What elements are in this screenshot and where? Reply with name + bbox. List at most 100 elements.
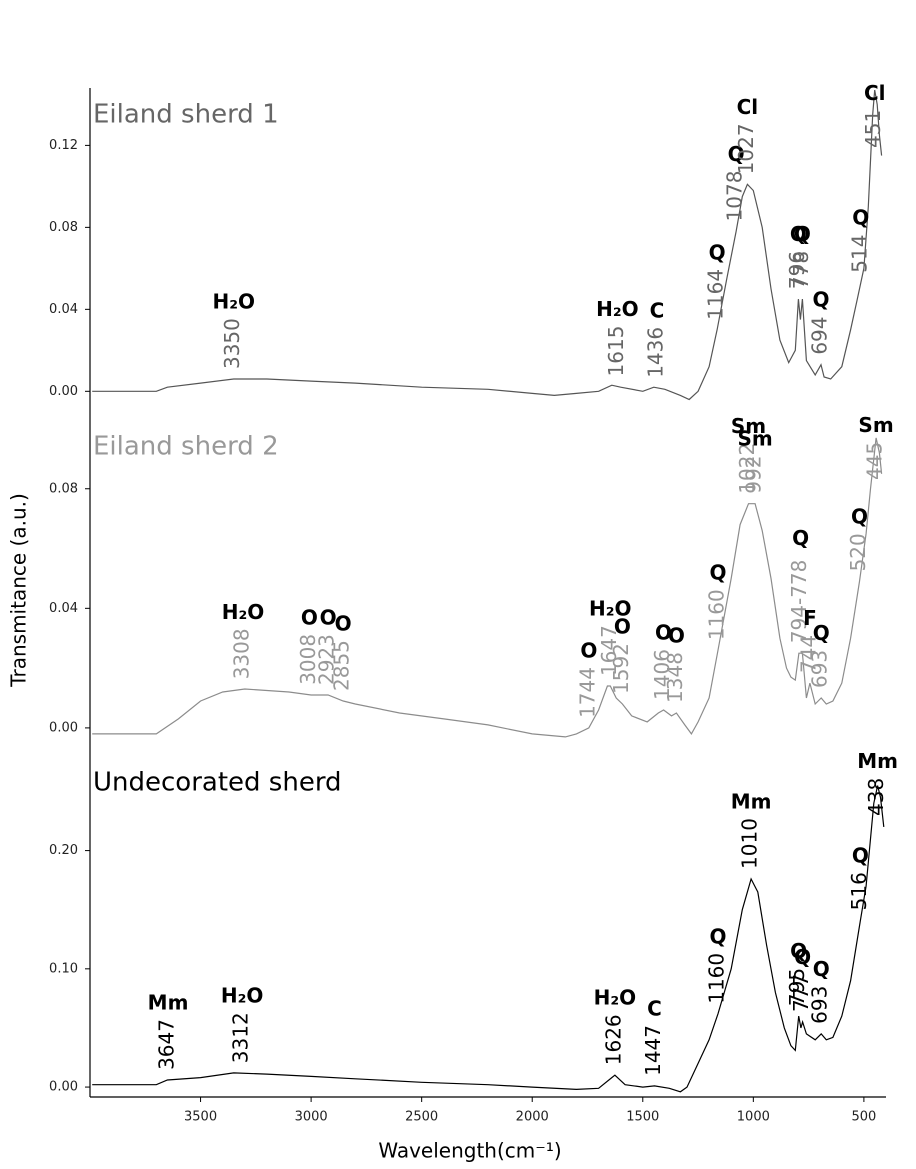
peak-label: 1436 <box>643 327 667 378</box>
peak-label: 3008 <box>296 634 320 685</box>
peak-label: 1160 <box>704 953 728 1004</box>
peak-label: 3350 <box>220 318 244 369</box>
band-assignment: Q <box>794 945 811 969</box>
x-tick-label: 1500 <box>626 1110 659 1125</box>
panel-title: Undecorated sherd <box>93 768 342 798</box>
spectrum-line <box>92 89 883 401</box>
peak-label: 3312 <box>229 1012 253 1063</box>
band-assignment: H₂O <box>212 290 255 314</box>
peak-label: 1744 <box>575 667 599 718</box>
band-assignment: Cl <box>737 95 759 119</box>
band-assignment: Mm <box>148 990 189 1014</box>
band-assignment: Q <box>728 142 745 166</box>
band-assignment: Q <box>790 939 807 963</box>
peak-label: 514 <box>847 235 871 273</box>
y-tick-label: 0.08 <box>49 481 78 496</box>
band-assignment: Q <box>709 561 726 585</box>
y-tick-label: 0.20 <box>49 843 78 858</box>
peak-label: 1010 <box>738 818 762 869</box>
peak-label: 1348 <box>663 652 687 703</box>
peak-label: 794-778 <box>787 560 811 644</box>
peak-label: 1592 <box>609 643 633 694</box>
band-assignment: C <box>647 996 662 1020</box>
y-tick-label: 0.10 <box>49 961 78 976</box>
band-assignment: O <box>335 611 352 635</box>
band-assignment: Q <box>794 222 811 246</box>
peak-label: 1626 <box>601 1014 625 1065</box>
x-tick-label: 2000 <box>516 1110 549 1125</box>
peak-label: 1027 <box>734 123 758 174</box>
band-assignment: Q <box>792 526 809 550</box>
panel-title: Eiland sherd 2 <box>93 432 279 462</box>
peak-label: 1022 <box>735 443 759 494</box>
band-assignment: Q <box>852 843 869 867</box>
x-tick-label: 500 <box>851 1110 876 1125</box>
peak-label: 3647 <box>155 1019 179 1070</box>
peak-label: 451 <box>861 110 885 148</box>
band-assignment: O <box>320 606 337 630</box>
x-tick-label: 3000 <box>295 1110 328 1125</box>
band-assignment: Sm <box>737 427 772 451</box>
band-assignment: H₂O <box>594 986 637 1010</box>
y-tick-label: 0.00 <box>49 384 78 399</box>
band-assignment: O <box>655 620 672 644</box>
band-assignment: Q <box>812 288 829 312</box>
peak-label: 796 <box>785 251 809 289</box>
band-assignment: Q <box>709 240 726 264</box>
band-assignment: Q <box>813 621 830 645</box>
band-assignment: C <box>650 298 665 322</box>
peak-label: 744 <box>796 635 820 673</box>
y-axis-label: Transmitance (a.u.) <box>7 493 31 688</box>
peak-label: 693 <box>808 986 832 1024</box>
y-tick-label: 0.00 <box>49 720 78 735</box>
x-tick-label: 2500 <box>405 1110 438 1125</box>
peak-label: 1447 <box>641 1025 665 1076</box>
peak-label: 1647 <box>597 625 621 676</box>
y-tick-label: 0.04 <box>49 302 78 317</box>
peak-label: 992 <box>742 456 766 494</box>
x-axis-label: Wavelength(cm⁻¹) <box>378 1139 561 1163</box>
x-tick-label: 3500 <box>184 1110 217 1125</box>
band-assignment: H₂O <box>596 297 639 321</box>
band-assignment: O <box>614 614 631 638</box>
peak-label: 2855 <box>330 640 354 691</box>
band-assignment: H₂O <box>589 597 632 621</box>
band-assignment: Mm <box>857 749 898 773</box>
y-tick-label: 0.00 <box>49 1080 78 1095</box>
peak-label: 2923 <box>315 634 339 685</box>
peak-label: 777 <box>789 974 813 1012</box>
peak-label: 1406 <box>650 649 674 700</box>
y-tick-label: 0.08 <box>49 220 78 235</box>
peak-label: 445 <box>863 442 887 480</box>
band-assignment: Sm <box>858 413 893 437</box>
band-assignment: Q <box>709 924 726 948</box>
peak-label: 438 <box>864 778 888 816</box>
spectrum-line <box>92 437 883 738</box>
peak-label: 1160 <box>704 589 728 640</box>
band-assignment: F <box>803 606 817 630</box>
band-assignment: Q <box>851 504 868 528</box>
spectrum-line <box>92 785 885 1093</box>
band-assignment: Q <box>852 206 869 230</box>
y-tick-label: 0.12 <box>49 138 78 153</box>
band-assignment: H₂O <box>221 984 264 1008</box>
peak-label: 693 <box>808 650 832 688</box>
band-assignment: Q <box>813 957 830 981</box>
band-assignment: O <box>668 623 685 647</box>
band-assignment: O <box>301 605 318 629</box>
peak-label: 694 <box>807 316 831 354</box>
panel-title: Eiland sherd 1 <box>93 100 279 130</box>
x-tick-label: 1000 <box>737 1110 770 1125</box>
band-assignment: H₂O <box>222 600 265 624</box>
peak-label: 1164 <box>704 269 728 320</box>
band-assignment: O <box>580 638 597 662</box>
band-assignment: Cl <box>864 81 886 105</box>
peak-label: 516 <box>847 872 871 910</box>
peak-label: 1615 <box>604 326 628 377</box>
band-assignment: Mm <box>731 789 772 813</box>
peak-label: 778 <box>789 251 813 289</box>
peak-label: 1078 <box>723 171 747 222</box>
y-tick-label: 0.04 <box>49 601 78 616</box>
band-assignment: Sm <box>731 414 766 438</box>
